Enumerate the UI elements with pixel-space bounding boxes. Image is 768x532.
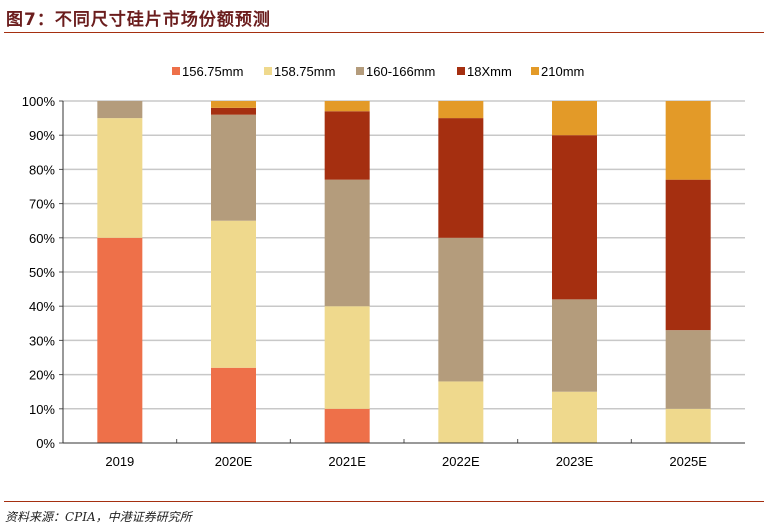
bar-segment-160-166mm [324,179,370,307]
bar-segment-160-166mm [552,299,597,392]
legend-label: 210mm [541,64,584,79]
stacked-bar-chart: 0% 10% 20% 30% 40% 50% 60% 70% 80% 90% 100% 2019 202… [22,64,745,469]
bar-segment-158.75mm [438,381,484,443]
y-tick-label: 30% [29,333,55,348]
legend-swatch [264,67,272,75]
bar-segment-156.75mm [97,237,143,443]
bar-segment-158.75mm [552,391,597,443]
bar-segment-210mm [665,101,711,180]
legend-swatch [457,67,465,75]
y-tick-label: 70% [29,197,55,212]
y-tick-label: 80% [29,162,55,177]
bar-segment-160-166mm [97,101,143,119]
x-tick-label: 2025E [669,454,707,469]
bar-segment-210mm [438,101,484,119]
bar-segment-158.75mm [324,306,370,409]
x-tick-label: 2022E [442,454,480,469]
legend-label: 158.75mm [274,64,335,79]
x-tick-label: 2019 [105,454,134,469]
bar-segment-18Xmm [324,111,370,180]
footer-rule [4,501,764,502]
title-rule [4,32,764,33]
source-note: 资料来源：CPIA，中港证券研究所 [5,510,192,524]
figure-title: 图7：不同尺寸硅片市场份额预测 [6,10,271,30]
bar-segment-160-166mm [438,237,484,382]
y-tick-label: 0% [36,436,55,451]
bar-segment-158.75mm [97,118,143,238]
bar-segment-156.75mm [324,408,370,443]
bar-segment-160-166mm [211,114,256,221]
x-tick-label: 2023E [556,454,594,469]
y-tick-label: 20% [29,368,55,383]
y-tick-label: 10% [29,402,55,417]
x-tick-label: 2021E [328,454,366,469]
bar-segment-18Xmm [665,179,711,331]
y-tick-label: 50% [29,265,55,280]
bar-segment-18Xmm [438,118,484,238]
bar-segment-18Xmm [552,135,597,300]
legend-label: 18Xmm [467,64,512,79]
bar-segment-210mm [324,101,370,112]
bar-segment-210mm [552,101,597,136]
legend-swatch [531,67,539,75]
bar-segment-156.75mm [211,367,256,443]
bar-segment-18Xmm [211,107,256,115]
y-tick-label: 40% [29,299,55,314]
bar-segment-158.75mm [665,408,711,443]
y-tick-label: 90% [29,128,55,143]
bar-segment-160-166mm [665,330,711,409]
x-tick-label: 2020E [215,454,253,469]
legend-label: 156.75mm [182,64,243,79]
bar-segment-158.75mm [211,220,256,368]
legend-label: 160-166mm [366,64,435,79]
legend-swatch [172,67,180,75]
legend-swatch [356,67,364,75]
y-tick-label: 100% [22,94,56,109]
bar-segment-210mm [211,101,256,108]
y-tick-label: 60% [29,231,55,246]
